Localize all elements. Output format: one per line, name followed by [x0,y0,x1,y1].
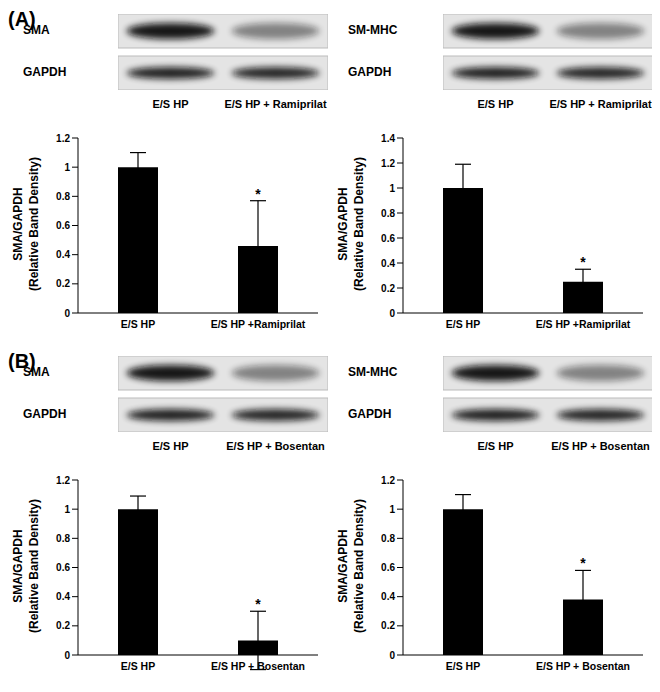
svg-text:0: 0 [64,650,70,661]
svg-text:0.6: 0.6 [56,562,70,573]
html-text:SM-MHC: SM-MHC [348,23,398,37]
svg-text:E/S HP: E/S HP [446,318,480,330]
svg-text:E/S HP: E/S HP [121,318,155,330]
svg-text:0.4: 0.4 [56,591,70,602]
html-text:SMA: SMA [23,365,50,379]
svg-text:0: 0 [389,308,395,319]
svg-text:0: 0 [389,650,395,661]
html-text:(Relative Band Density): (Relative Band Density) [27,157,41,291]
html-text:(Relative Band Density): (Relative Band Density) [352,157,366,291]
svg-text:E/S HP: E/S HP [121,660,155,672]
svg-text:*: * [255,186,261,202]
svg-text:0.6: 0.6 [381,562,395,573]
html-text:E/S HP + Ramiprilat: E/S HP + Ramiprilat [549,98,652,110]
svg-text:1.4: 1.4 [381,133,395,144]
svg-text:E/S HP + Bosentan: E/S HP + Bosentan [536,660,630,672]
html-text:(Relative Band Density): (Relative Band Density) [352,499,366,633]
svg-text:0.2: 0.2 [381,620,395,631]
html-text:SMA/GAPDH: SMA/GAPDH [11,187,25,261]
svg-text:E/S HP: E/S HP [446,660,480,672]
svg-text:1.2: 1.2 [381,158,395,169]
svg-text:E/S HP + Bosentan: E/S HP + Bosentan [211,660,305,672]
html-text:SMA/GAPDH: SMA/GAPDH [336,187,350,261]
html-text:E/S HP: E/S HP [477,440,514,452]
svg-text:*: * [255,596,261,612]
svg-text:1.2: 1.2 [381,475,395,486]
html-text:E/S HP: E/S HP [152,440,189,452]
html-text:GAPDH: GAPDH [23,407,67,421]
html-text:E/S HP: E/S HP [152,98,189,110]
svg-text:0.2: 0.2 [381,283,395,294]
svg-text:0.4: 0.4 [381,258,395,269]
svg-text:*: * [580,555,586,571]
svg-text:1: 1 [389,504,395,515]
html-text:GAPDH: GAPDH [348,65,392,79]
svg-text:*: * [580,254,586,270]
svg-text:0.4: 0.4 [381,591,395,602]
svg-text:0.2: 0.2 [56,620,70,631]
html-text:(Relative Band Density): (Relative Band Density) [27,499,41,633]
html-text:E/S HP + Bosentan: E/S HP + Bosentan [551,440,650,452]
svg-text:1: 1 [64,504,70,515]
svg-text:0.2: 0.2 [56,278,70,289]
svg-text:E/S HP +Ramiprilat: E/S HP +Ramiprilat [536,318,631,330]
svg-text:0.8: 0.8 [56,191,70,202]
html-text:E/S HP + Ramiprilat: E/S HP + Ramiprilat [224,98,327,110]
svg-text:0.4: 0.4 [56,249,70,260]
html-text:(B): (B) [8,350,36,372]
html-text:GAPDH: GAPDH [348,407,392,421]
svg-text:1: 1 [389,183,395,194]
html-text:(A): (A) [8,8,36,30]
svg-text:0.8: 0.8 [381,533,395,544]
svg-text:E/S HP +Ramiprilat: E/S HP +Ramiprilat [211,318,306,330]
html-text:SM-MHC: SM-MHC [348,365,398,379]
svg-text:1.2: 1.2 [56,475,70,486]
html-text:SMA/GAPDH: SMA/GAPDH [336,529,350,603]
svg-text:0.8: 0.8 [381,208,395,219]
html-text:E/S HP + Bosentan: E/S HP + Bosentan [226,440,325,452]
svg-text:1.2: 1.2 [56,133,70,144]
svg-text:1: 1 [64,162,70,173]
svg-text:0.6: 0.6 [381,233,395,244]
svg-text:0: 0 [64,308,70,319]
svg-text:0.8: 0.8 [56,533,70,544]
svg-text:0.6: 0.6 [56,220,70,231]
html-text:SMA: SMA [23,23,50,37]
html-text:E/S HP: E/S HP [477,98,514,110]
html-text:SMA/GAPDH: SMA/GAPDH [11,529,25,603]
html-text:GAPDH: GAPDH [23,65,67,79]
